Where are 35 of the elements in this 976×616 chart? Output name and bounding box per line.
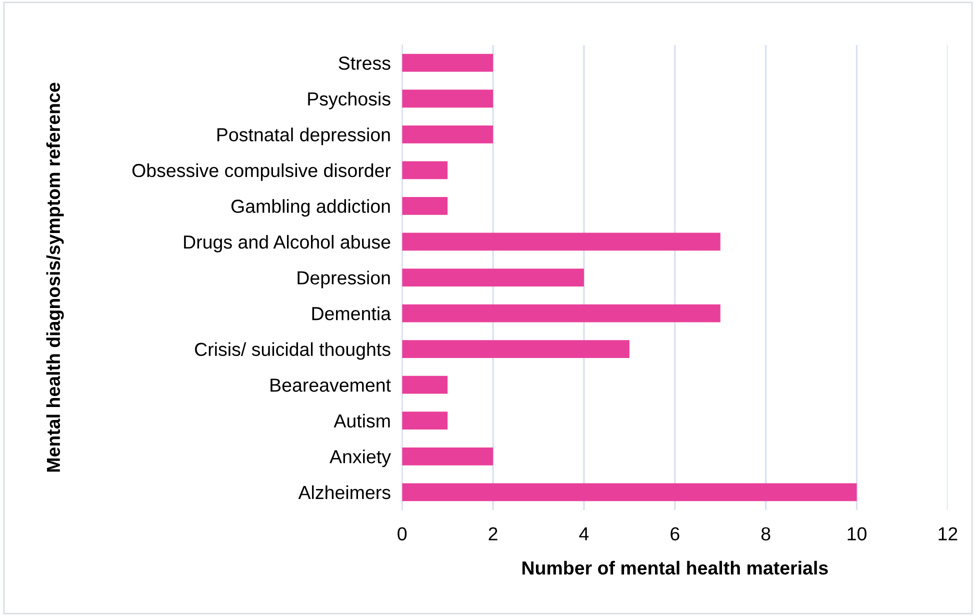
y-tick-label: Postnatal depression: [217, 128, 390, 146]
x-tick-label: 0: [398, 527, 407, 540]
y-tick-label: Psychosis: [308, 92, 390, 110]
bar: [402, 125, 494, 144]
x-tick-label: 6: [670, 527, 680, 540]
x-tick-label: 4: [579, 527, 589, 540]
bar: [402, 376, 448, 394]
y-tick-label: Stress: [338, 56, 390, 70]
y-axis-title: Mental health diagnosis/symptom reference: [46, 82, 64, 472]
bar: [402, 412, 448, 430]
bar: [402, 340, 630, 358]
bar: [402, 90, 494, 108]
bar: [402, 447, 494, 466]
y-tick-label: Autism: [334, 414, 390, 428]
y-tick-label: Crisis/ suicidal thoughts: [195, 342, 390, 360]
bar: [402, 483, 857, 502]
bar: [402, 268, 584, 286]
y-tick-label: Obsessive compulsive disorder: [132, 163, 391, 181]
y-tick-label: Depression: [298, 270, 390, 288]
x-tick-label: 10: [848, 527, 866, 540]
x-tick-label: 12: [938, 527, 958, 540]
x-tick-label: 8: [761, 527, 770, 540]
y-tick-label: Dementia: [312, 306, 392, 320]
bar: [402, 197, 448, 215]
x-axis-title: Number of mental health materials: [522, 560, 828, 575]
y-tick-label: Anxiety: [330, 450, 391, 468]
bar: [402, 161, 448, 180]
y-tick-label: Alzheimers: [298, 485, 390, 500]
x-tick-label: 2: [488, 527, 498, 540]
y-tick-label: Beareavement: [270, 378, 391, 392]
y-tick-label: Gambling addiction: [231, 199, 390, 217]
y-tick-label: Drugs and Alcohol abuse: [184, 234, 390, 252]
bar: [402, 54, 494, 72]
bar: [402, 304, 720, 322]
bar: [402, 232, 720, 251]
